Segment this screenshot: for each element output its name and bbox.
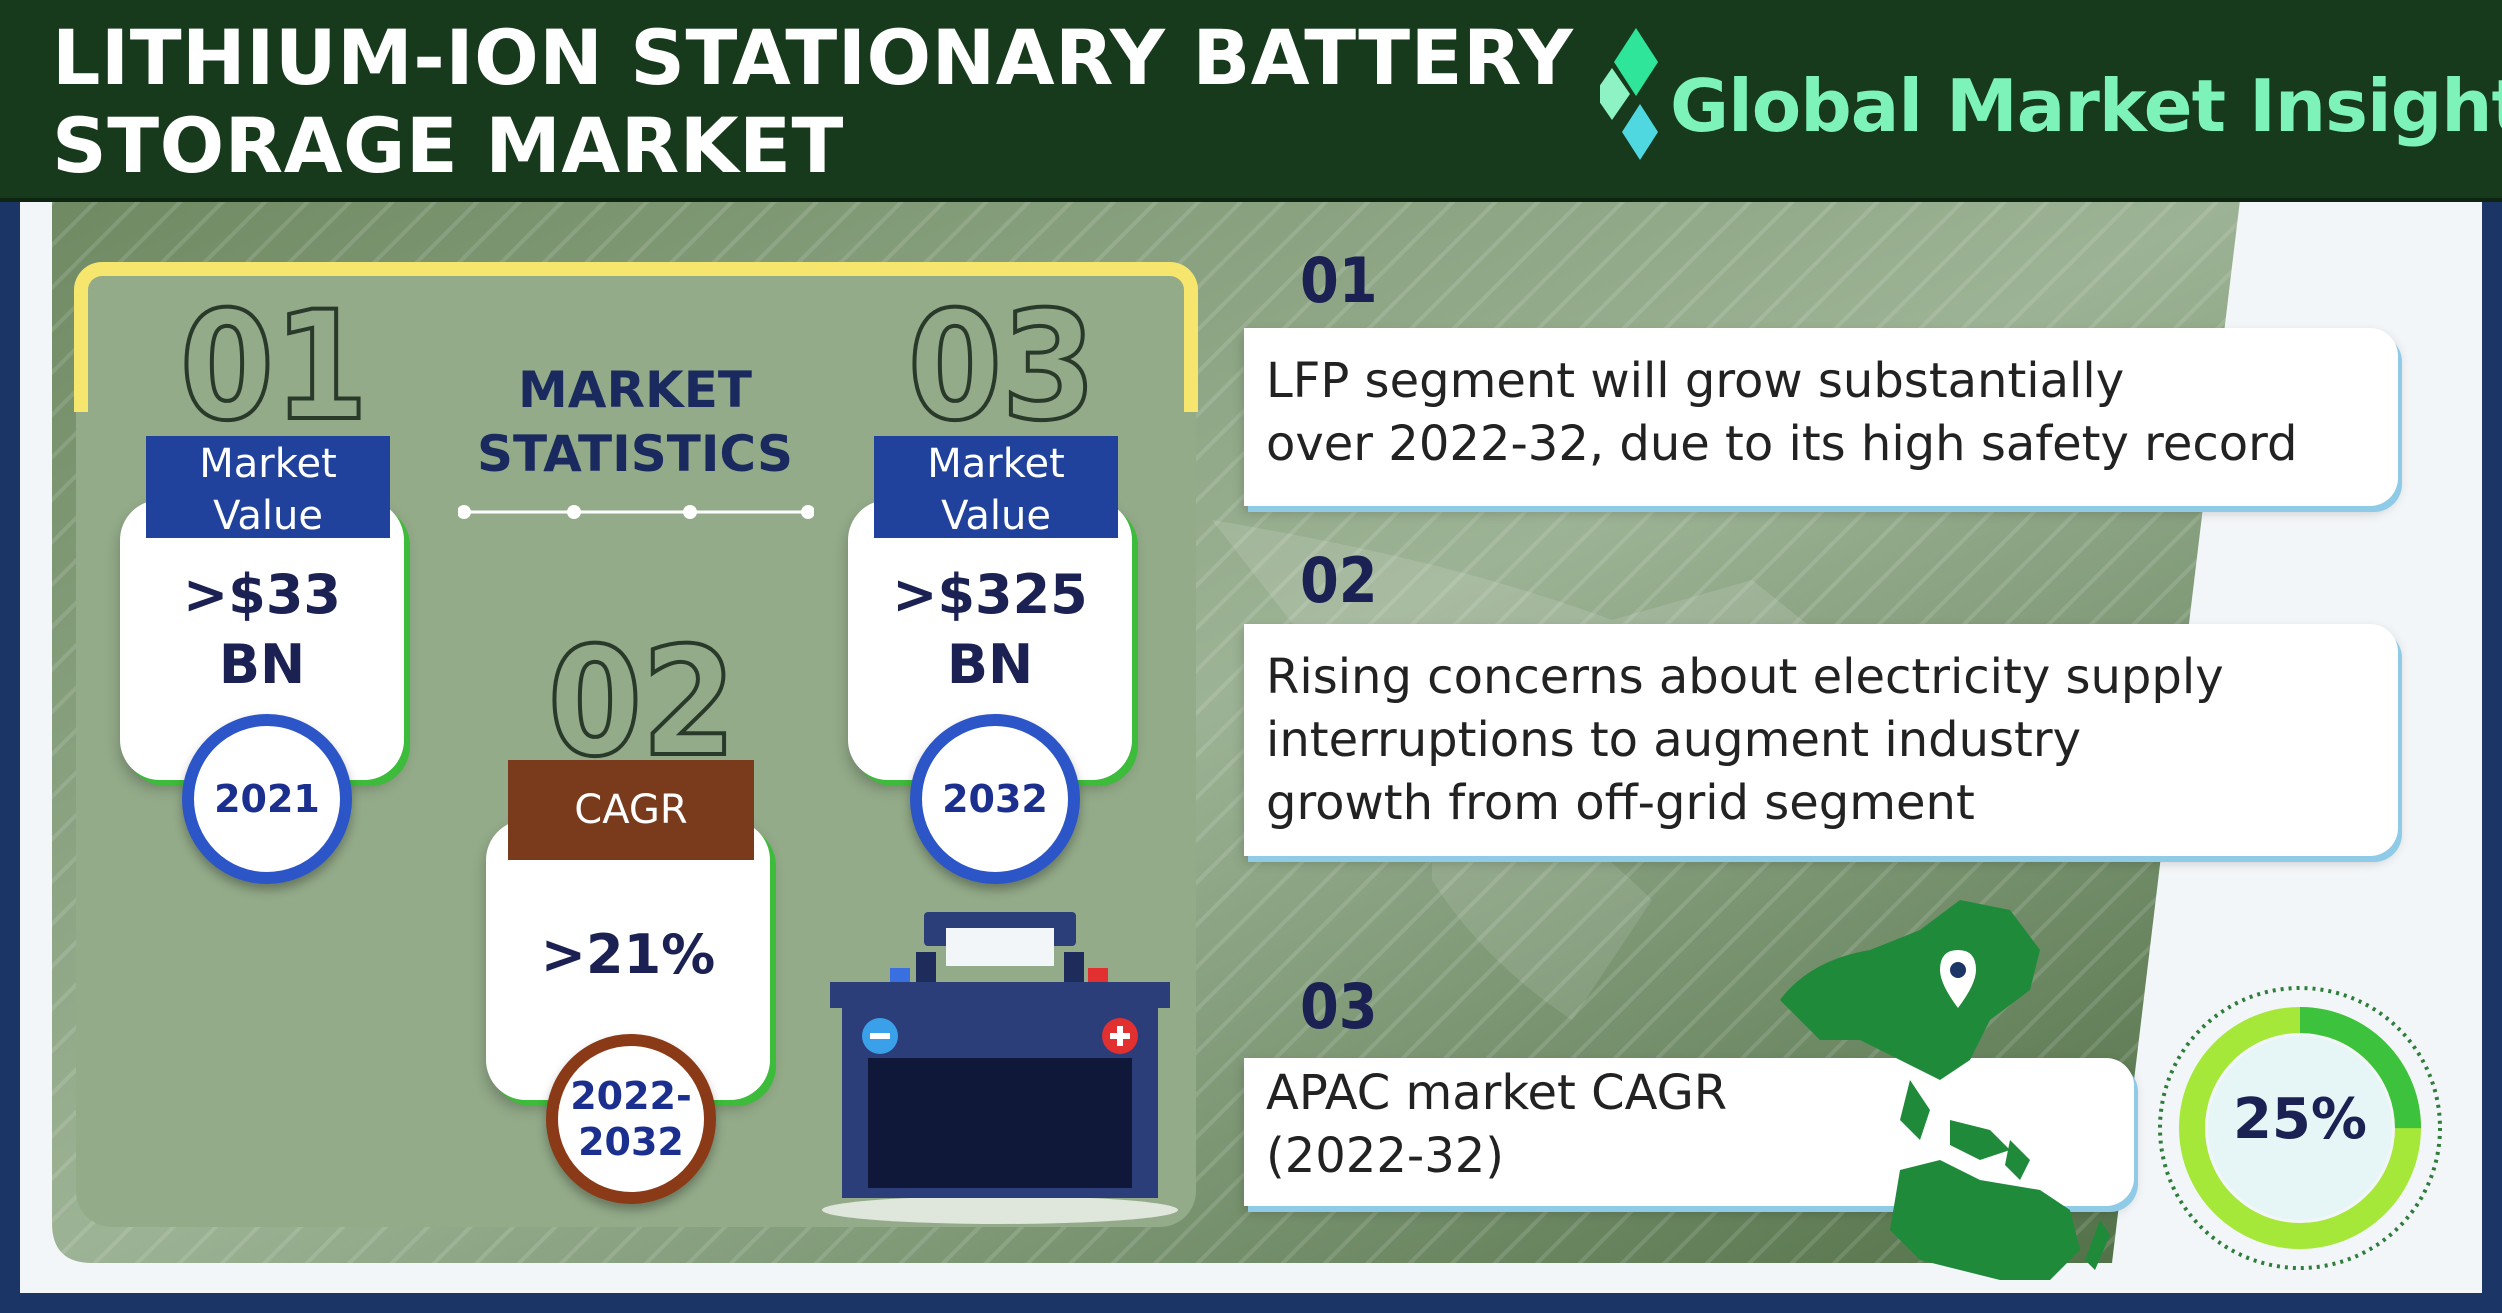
battery-icon — [822, 912, 1178, 1224]
point-number-02: 02 — [1300, 544, 1378, 617]
point-01-line-1: LFP segment will grow substantially — [1266, 353, 2125, 409]
year-badge-2021: 2021 — [182, 714, 352, 884]
header-bar: LITHIUM-ION STATIONARY BATTERY STORAGE M… — [0, 0, 2502, 202]
point-card-02: Rising concerns about electricity supply… — [1244, 624, 2398, 856]
point-02-line-1: Rising concerns about electricity supply — [1266, 649, 2224, 705]
stat-number-01: 01 — [178, 280, 370, 454]
market-value-2032: >$325 BN — [848, 560, 1132, 700]
heading-line-2: STATISTICS — [476, 425, 794, 483]
heading-line-1: MARKET — [518, 361, 752, 419]
tab-line-1: Market — [199, 441, 337, 487]
point-number-01: 01 — [1300, 244, 1378, 317]
point-02-line-2: interruptions to augment industry — [1266, 712, 2081, 768]
point-02-line-3: growth from off-grid segment — [1266, 775, 1975, 831]
point-03-line-2: (2022-32) — [1266, 1128, 1505, 1184]
tab-line-2: Value — [213, 493, 323, 539]
year-line-2: 2032 — [578, 1120, 684, 1164]
donut-gauge-icon — [2158, 986, 2442, 1270]
brand-name: Global Market Insights — [1670, 64, 2502, 148]
point-card-01: LFP segment will grow substantially over… — [1244, 328, 2398, 506]
point-01-line-2: over 2022-32, due to its high safety rec… — [1266, 416, 2298, 472]
brand-logo: Global Market Insights — [1600, 28, 2502, 168]
year-line-1: 2022- — [570, 1074, 692, 1118]
tab-line-1: Market — [927, 441, 1065, 487]
market-statistics-heading: MARKET STATISTICS — [450, 358, 820, 486]
year-badge-2032: 2032 — [910, 714, 1080, 884]
title-line-1: LITHIUM-ION STATIONARY BATTERY — [52, 13, 1574, 102]
diamond-logo-icon — [1600, 28, 1658, 160]
yellow-bracket — [74, 262, 1198, 412]
cagr-card: >21% — [486, 820, 770, 1100]
title-line-2: STORAGE MARKET — [52, 101, 844, 190]
location-pin-icon — [1940, 950, 1976, 1008]
value-line-2: BN — [946, 633, 1034, 696]
point-03-line-1: APAC market CAGR — [1266, 1065, 1728, 1121]
market-value-2021: >$33 BN — [120, 560, 404, 700]
cagr-tab: CAGR — [508, 760, 754, 860]
value-line-1: >$33 — [183, 563, 341, 626]
stat-number-03: 03 — [906, 280, 1098, 454]
apac-cagr-value: 25% — [2232, 1087, 2368, 1152]
page-title: LITHIUM-ION STATIONARY BATTERY STORAGE M… — [52, 13, 1574, 190]
market-value-tab-3: Market Value — [874, 436, 1118, 539]
market-value-tab-1: Market Value — [146, 436, 390, 539]
stat-number-02: 02 — [546, 616, 738, 790]
cagr-value: >21% — [540, 923, 716, 986]
tab-line-2: Value — [941, 493, 1051, 539]
apac-map-icon — [1780, 900, 2110, 1280]
value-line-2: BN — [218, 633, 306, 696]
value-line-1: >$325 — [892, 563, 1088, 626]
dotted-divider — [458, 505, 814, 519]
year-badge-2022-2032: 2022- 2032 — [546, 1034, 716, 1204]
point-number-03: 03 — [1300, 970, 1378, 1043]
